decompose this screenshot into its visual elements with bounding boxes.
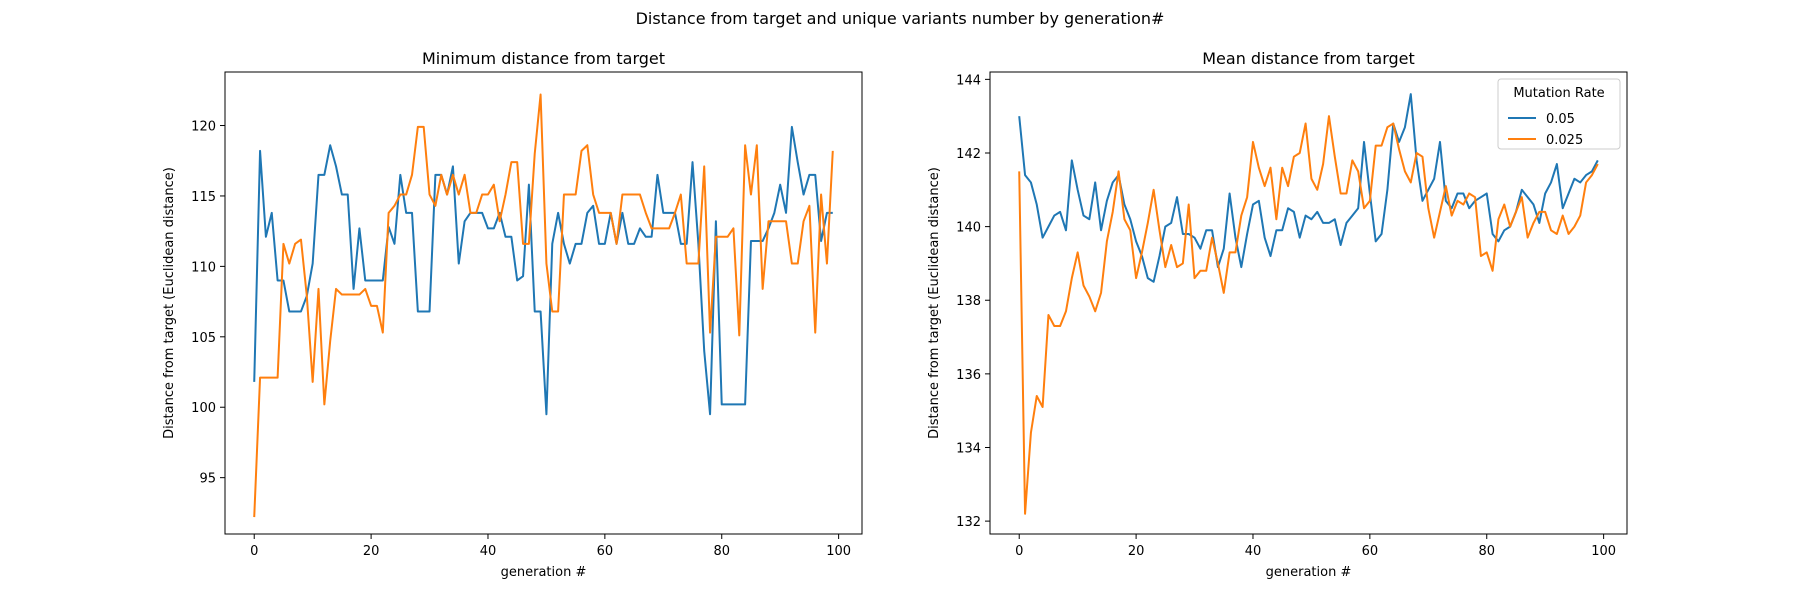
series-line-0-05 xyxy=(253,125,833,416)
y-tick-label: 140 xyxy=(956,221,981,236)
x-tick-label: 60 xyxy=(1362,544,1379,559)
axes-frame xyxy=(224,71,863,535)
legend-title: Mutation Rate xyxy=(1513,86,1604,101)
x-axis-label: generation # xyxy=(501,565,587,580)
x-tick-label: 20 xyxy=(363,544,380,559)
x-tick-label: 100 xyxy=(1591,544,1616,559)
series-line-0-025 xyxy=(1018,115,1599,515)
series-line-0-025 xyxy=(253,93,834,518)
x-tick-label: 0 xyxy=(250,544,258,559)
x-tick-label: 100 xyxy=(826,544,851,559)
y-tick-label: 115 xyxy=(191,190,216,205)
y-axis-label: Distance from target (Euclidean distance… xyxy=(162,167,177,439)
y-tick-label: 138 xyxy=(956,294,981,309)
series-line-0-05 xyxy=(1018,93,1599,283)
y-tick-label: 100 xyxy=(191,401,216,416)
legend-label: 0.025 xyxy=(1546,133,1583,148)
y-tick-label: 120 xyxy=(191,120,216,135)
y-tick-label: 134 xyxy=(956,441,981,456)
figure-suptitle: Distance from target and unique variants… xyxy=(636,9,1165,28)
chart-panel-minimum-distance: Minimum distance from target 0 20 40 60 80 100… xyxy=(162,49,863,580)
y-tick-label: 110 xyxy=(191,260,216,275)
legend-label: 0.05 xyxy=(1546,112,1575,127)
chart-panel-mean-distance: Mean distance from target 0 20 40 60 80 100 132… xyxy=(927,49,1628,580)
x-tick-label: 40 xyxy=(1245,544,1262,559)
legend-box xyxy=(1497,78,1621,150)
y-tick-label: 144 xyxy=(956,73,981,88)
chart-title: Minimum distance from target xyxy=(422,49,665,68)
x-tick-label: 80 xyxy=(1478,544,1495,559)
x-tick-label: 0 xyxy=(1015,544,1023,559)
axes-frame xyxy=(989,71,1628,535)
x-tick-label: 20 xyxy=(1128,544,1145,559)
y-axis-label: Distance from target (Euclidean distance… xyxy=(927,167,942,439)
x-tick-label: 40 xyxy=(480,544,497,559)
chart-title: Mean distance from target xyxy=(1202,49,1415,68)
x-axis-label: generation # xyxy=(1266,565,1352,580)
y-tick-label: 132 xyxy=(956,515,981,530)
y-tick-label: 95 xyxy=(199,472,216,487)
y-tick-label: 105 xyxy=(191,331,216,346)
y-tick-label: 142 xyxy=(956,147,981,162)
x-tick-label: 80 xyxy=(713,544,730,559)
x-tick-label: 60 xyxy=(597,544,614,559)
y-tick-label: 136 xyxy=(956,368,981,383)
